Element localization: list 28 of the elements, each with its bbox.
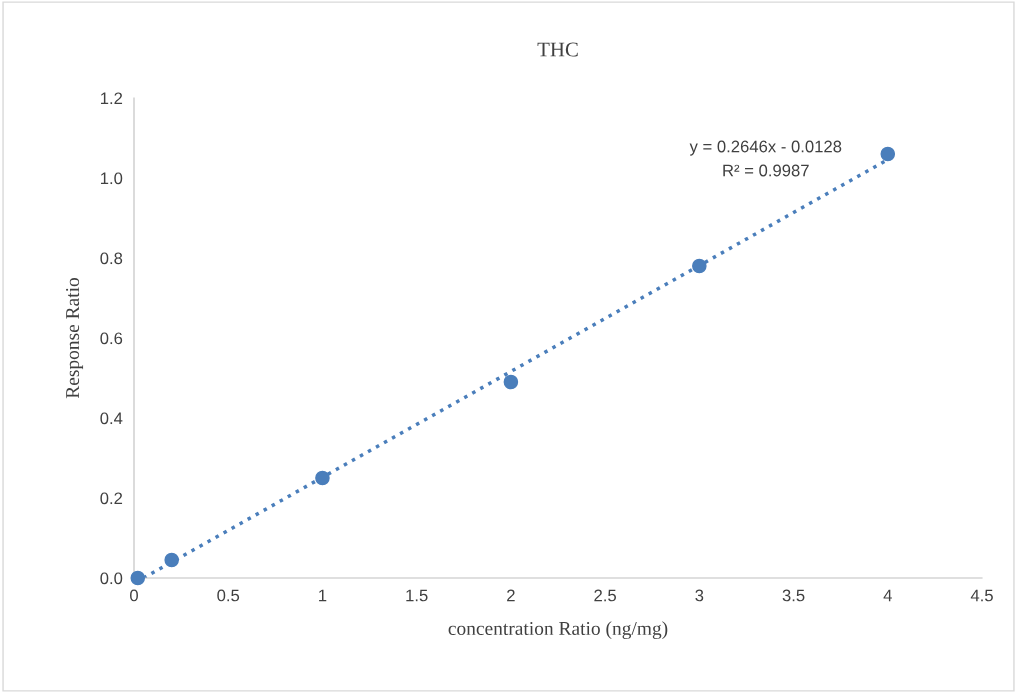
point <box>880 146 896 162</box>
chart-title: THC <box>537 42 578 57</box>
x-axis-title: concentration Ratio (ng/mg) <box>448 621 668 639</box>
annotation: R² = 0.9987 <box>723 164 809 177</box>
y-tick-label: 0.2 <box>100 492 123 505</box>
annotation: y = 0.2646x - 0.0128 <box>689 140 842 156</box>
point <box>164 552 179 568</box>
point <box>503 374 519 390</box>
x-tick-label: 4 <box>883 589 892 602</box>
x-tick-label: 4.5 <box>970 589 993 602</box>
x-tick-label: 0 <box>130 589 138 602</box>
y-axis-title: Response Ratio <box>66 277 84 399</box>
x-tick-label: 0.5 <box>217 589 240 602</box>
y-tick-label: 0.6 <box>100 332 123 345</box>
x-tick-label: 1.5 <box>406 589 428 602</box>
y-tick-label: 1.0 <box>100 172 123 185</box>
x-tick-label: 3 <box>695 589 704 602</box>
x-tick-label: 3.5 <box>782 589 805 602</box>
point <box>130 570 146 586</box>
y-tick-label: 0.4 <box>100 412 123 425</box>
y-tick-label: 0.8 <box>100 252 123 265</box>
point <box>315 470 330 486</box>
x-tick-label: 2.5 <box>594 589 616 602</box>
point <box>692 258 707 274</box>
x-tick-label: 1 <box>319 589 327 602</box>
y-tick-label: 0.0 <box>100 572 123 585</box>
y-tick-label: 1.2 <box>100 92 123 105</box>
x-tick-label: 2 <box>507 589 515 602</box>
